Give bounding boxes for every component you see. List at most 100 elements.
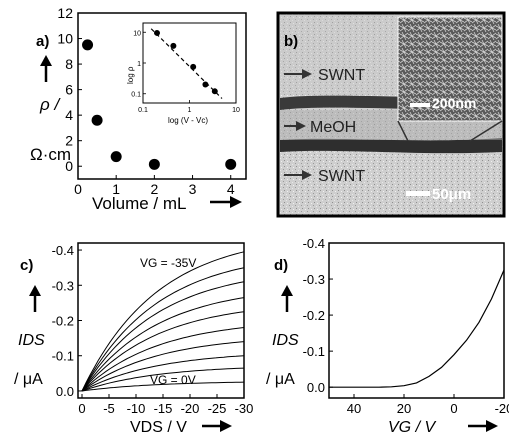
inset-x-tick-label: 1 [188, 107, 192, 114]
iv-curve [81, 297, 245, 392]
x-tick-label: -5 [103, 401, 115, 416]
x-tick-label: 40 [347, 401, 361, 416]
label-vg-0: VG = 0V [150, 373, 196, 387]
panel-c-xlabel: VDS / V [130, 419, 187, 436]
iv-curve [81, 327, 245, 392]
data-point [91, 114, 103, 126]
x-tick-label: 4 [227, 181, 235, 197]
data-point [110, 151, 122, 163]
iv-curve [81, 311, 245, 392]
inset-data-point [190, 63, 197, 70]
iv-curve [81, 367, 245, 392]
inset-data-point [202, 81, 209, 88]
panel-d-frame [328, 242, 505, 399]
x-tick-label: -30 [235, 401, 254, 416]
x-tick-label: 0 [74, 181, 82, 197]
inset-x-tick-label: 0.1 [138, 107, 148, 114]
panel-d-label: d) [274, 257, 288, 274]
panel-a-ylabel: ρ / [39, 95, 61, 114]
inset-ylabel: log ρ [126, 66, 135, 84]
inset-points [150, 28, 223, 99]
iv-curve [81, 355, 245, 392]
x-tick-label: 0 [78, 401, 85, 416]
scale-bar-main [406, 191, 430, 196]
label-vg-35: VG = -35V [140, 256, 196, 270]
inset-data-point [170, 42, 177, 49]
label-meoh: MeOH [310, 119, 356, 136]
inset-x-tick-label: 10 [232, 107, 240, 114]
arrow-meoh [284, 121, 306, 131]
data-point [225, 158, 237, 170]
label-swnt-bottom: SWNT [318, 168, 365, 185]
inset-xlabel: log (V - Vc) [168, 116, 208, 125]
panel-c-up-arrow [29, 285, 41, 312]
x-tick-label: -25 [208, 401, 227, 416]
panel-a-label: a) [36, 33, 49, 50]
panel-b: 200nm b) SWNT MeOH SWNT 50μm [276, 11, 506, 218]
panel-d-ylabel: IDS [272, 332, 299, 349]
panel-a-xlabel: Volume / mL [92, 194, 187, 213]
y-tick-label: -0.4 [52, 243, 74, 258]
data-point [148, 158, 160, 170]
panel-c-axes: 0.0 -0.1 -0.2 -0.3 -0.4 0 -5 -10 -15 -20 -25 -30 [52, 243, 254, 416]
y-tick-label: 0.0 [56, 384, 74, 399]
inset-data-point [211, 88, 218, 95]
x-tick-label: -20 [181, 401, 200, 416]
panel-d-up-arrow [281, 285, 293, 312]
iv-curve [81, 381, 245, 392]
scale-label-main: 50μm [432, 186, 471, 203]
panel-a-points [82, 39, 237, 170]
x-tick-label: -20 [495, 401, 509, 416]
panel-d-curves [329, 269, 505, 388]
y-tick-label: 0.0 [307, 380, 325, 395]
x-tick-label: 1 [112, 181, 120, 197]
y-tick-label: -0.2 [303, 308, 325, 323]
iv-curve [81, 267, 245, 392]
y-tick-label: -0.3 [303, 272, 325, 287]
scale-label-inset: 200nm [432, 95, 476, 111]
transfer-curve [329, 269, 505, 388]
data-point [82, 39, 94, 51]
panel-c: c) 0.0 -0.1 -0.2 -0.3 -0.4 0 -5 -10 -15 -20 -25 -30… [14, 242, 254, 436]
panel-a-frame [77, 12, 247, 180]
arrow-swnt-bottom [284, 170, 312, 180]
panel-c-ylabel: IDS [18, 332, 45, 349]
panel-c-curves [81, 251, 245, 392]
y-tick-label: 4 [65, 107, 73, 123]
panel-a-up-arrow [40, 55, 52, 82]
panel-d-yunit: / μA [266, 371, 295, 388]
inset-y-tick-label: 0.1 [131, 92, 141, 99]
inset-axes: 0.1 0.1 1 1 10 10 [131, 30, 240, 114]
x-tick-label: 3 [189, 181, 197, 197]
x-tick-label: -10 [127, 401, 146, 416]
label-swnt-top: SWNT [318, 67, 365, 84]
iv-curve [81, 281, 245, 392]
panel-d-right-arrow [468, 420, 498, 432]
y-tick-label: -0.1 [303, 344, 325, 359]
y-tick-label: -0.4 [303, 236, 325, 251]
y-tick-label: 2 [65, 133, 73, 149]
swnt-edge-bottom [280, 138, 502, 154]
panel-d-axes: 0.0 -0.1 -0.2 -0.3 -0.4 40 20 0 -20 [303, 236, 509, 416]
scale-bar-inset [410, 103, 430, 107]
x-tick-label: 20 [397, 401, 411, 416]
x-tick-label: 2 [150, 181, 158, 197]
y-tick-label: 12 [57, 5, 73, 21]
arrow-swnt-top [284, 69, 312, 79]
inset-y-tick-label: 1 [137, 61, 141, 68]
iv-curve [81, 341, 245, 392]
y-tick-label: -0.2 [52, 314, 74, 329]
panel-d-xlabel: VG / V [388, 419, 436, 436]
y-tick-label: 10 [57, 31, 73, 47]
inset-data-point [153, 29, 160, 36]
panel-c-yunit: / μA [14, 371, 43, 388]
panel-c-right-arrow [202, 420, 232, 432]
panel-b-label: b) [284, 33, 298, 50]
y-tick-label: 8 [65, 56, 73, 72]
panel-a-inset: 0.1 0.1 1 1 10 10 log ρ log (V - Vc) [126, 22, 240, 125]
panel-a-yunit: Ω·cm [30, 145, 71, 164]
